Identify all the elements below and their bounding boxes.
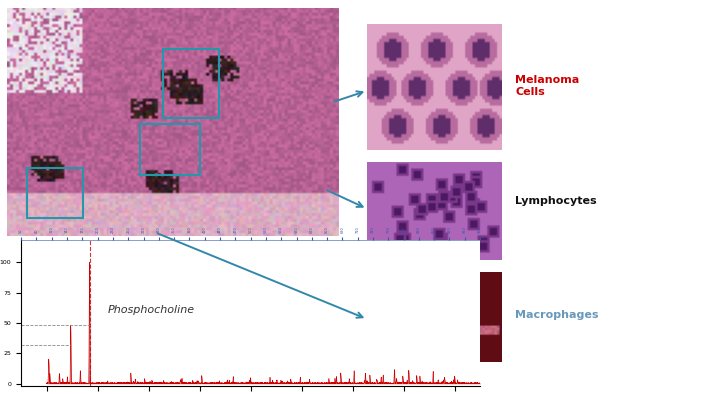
Bar — [27, 168, 83, 218]
Text: Melanoma
Cells: Melanoma Cells — [515, 75, 580, 97]
Bar — [140, 125, 200, 175]
Bar — [163, 49, 220, 117]
Text: Macrophages: Macrophages — [515, 310, 599, 320]
Text: Phosphocholine: Phosphocholine — [108, 305, 195, 315]
Text: Lymphocytes: Lymphocytes — [515, 196, 597, 206]
